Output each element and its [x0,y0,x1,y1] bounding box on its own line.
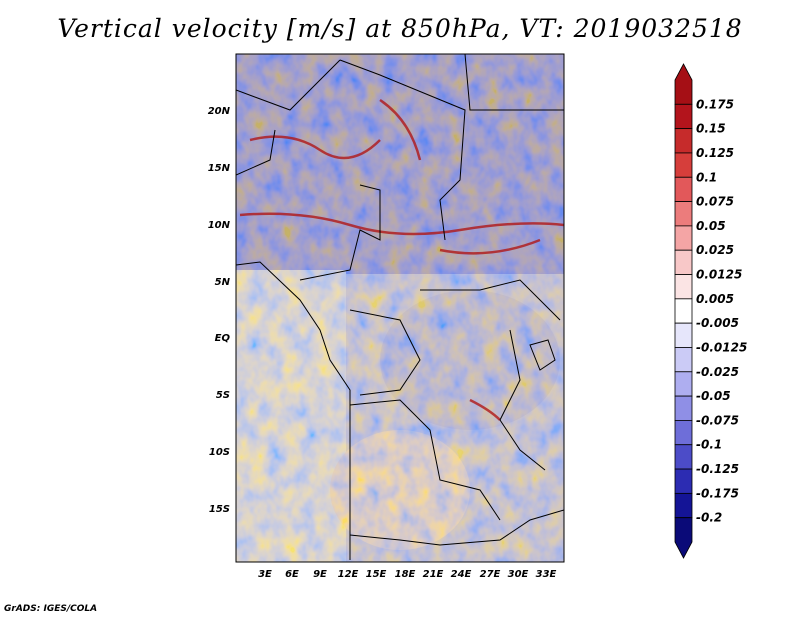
colorbar-swatch [674,468,693,494]
lon-label: 24E [451,569,472,580]
colorbar-swatch [674,322,693,348]
border-line [349,509,564,546]
border-line [349,309,421,396]
colorbar-label: 0.075 [696,195,734,209]
colorbar-swatch [674,249,693,275]
colorbar-swatch [674,492,693,519]
map-frame [235,53,565,563]
colorbar-swatch [674,152,693,178]
colorbar-label: -0.2 [696,511,722,525]
colorbar-swatch [674,298,693,324]
coastline [236,261,351,560]
colorbar-label: -0.05 [696,389,731,403]
colorbar-label: 0.1 [696,170,717,184]
chart-title: Vertical velocity [m/s] at 850hPa, VT: 2… [57,14,743,43]
updraft-streaks [239,98,564,421]
velocity-texture [236,54,564,562]
border-line [349,399,501,521]
lon-label: 9E [313,569,327,580]
colorbar-swatch [674,176,693,202]
lon-label: 18E [395,569,416,580]
border-line [236,129,276,176]
country-borders [236,54,564,560]
colorbar-label: 0.025 [696,243,734,257]
lon-label: 6E [285,569,299,580]
border-line [339,59,466,241]
credit-label: GrADS: IGES/COLA [4,604,98,614]
colorbar-label: -0.1 [696,438,722,452]
colorbar-swatch [674,128,693,154]
colorbar-label: 0.005 [696,292,734,306]
lat-label: EQ [215,333,231,344]
lat-label: 10N [208,220,231,231]
lon-label: 3E [258,569,272,580]
map-panel [235,53,565,563]
colorbar-swatch [674,517,693,559]
lat-label: 15S [209,504,230,515]
colorbar-swatch [674,371,693,397]
colorbar-swatch [674,274,693,300]
colorbar-label: -0.125 [696,462,739,476]
lon-label: 30E [508,569,529,580]
colorbar-swatch [674,63,693,105]
lat-axis: 20N 15N 10N 5N EQ 5S 10S 15S [208,106,231,515]
lon-label: 27E [480,569,501,580]
lon-label: 15E [366,569,387,580]
lon-label: 12E [338,569,359,580]
colorbar-label: 0.125 [696,146,734,160]
border-line [420,279,561,321]
border-line [464,54,564,111]
border-line [299,184,381,281]
border-line [236,59,341,111]
colorbar-label: 0.05 [696,219,726,233]
colorbar-swatch [674,395,693,421]
lat-label: 5N [215,277,231,288]
colorbar: 0.175 0.15 0.125 0.1 0.075 0.05 0.025 0.0125 0.0… [674,63,747,559]
colorbar-label: 0.175 [696,97,734,111]
colorbar-label: 0.0125 [696,268,742,282]
east-streak [439,238,541,255]
lat-label: 5S [216,390,230,401]
lon-label: 33E [536,569,557,580]
colorbar-swatch [674,420,693,446]
border-line [499,329,546,471]
lat-label: 10S [209,447,230,458]
colorbar-swatch [674,201,693,227]
lake-victoria [529,339,556,371]
sahara-streak [379,98,422,161]
sahel-streak [249,135,381,160]
colorbar-label: -0.075 [696,413,739,427]
colorbar-swatch [674,225,693,251]
colorbar-swatch [674,444,693,470]
lon-axis: 3E 6E 9E 12E 15E 18E 21E 24E 27E 30E 33E [258,569,556,580]
colorbar-label: -0.005 [696,316,739,330]
colorbar-label: -0.0125 [696,340,747,354]
lat-label: 15N [208,163,231,174]
colorbar-swatch [674,103,693,130]
colorbar-label: -0.025 [696,365,739,379]
colorbar-label: 0.15 [696,122,726,136]
lon-label: 21E [423,569,444,580]
colorbar-swatch [674,347,693,373]
colorbar-label: -0.175 [696,486,739,500]
itcz-streak [239,212,564,236]
lat-label: 20N [208,106,231,117]
congo-streak [469,398,501,421]
